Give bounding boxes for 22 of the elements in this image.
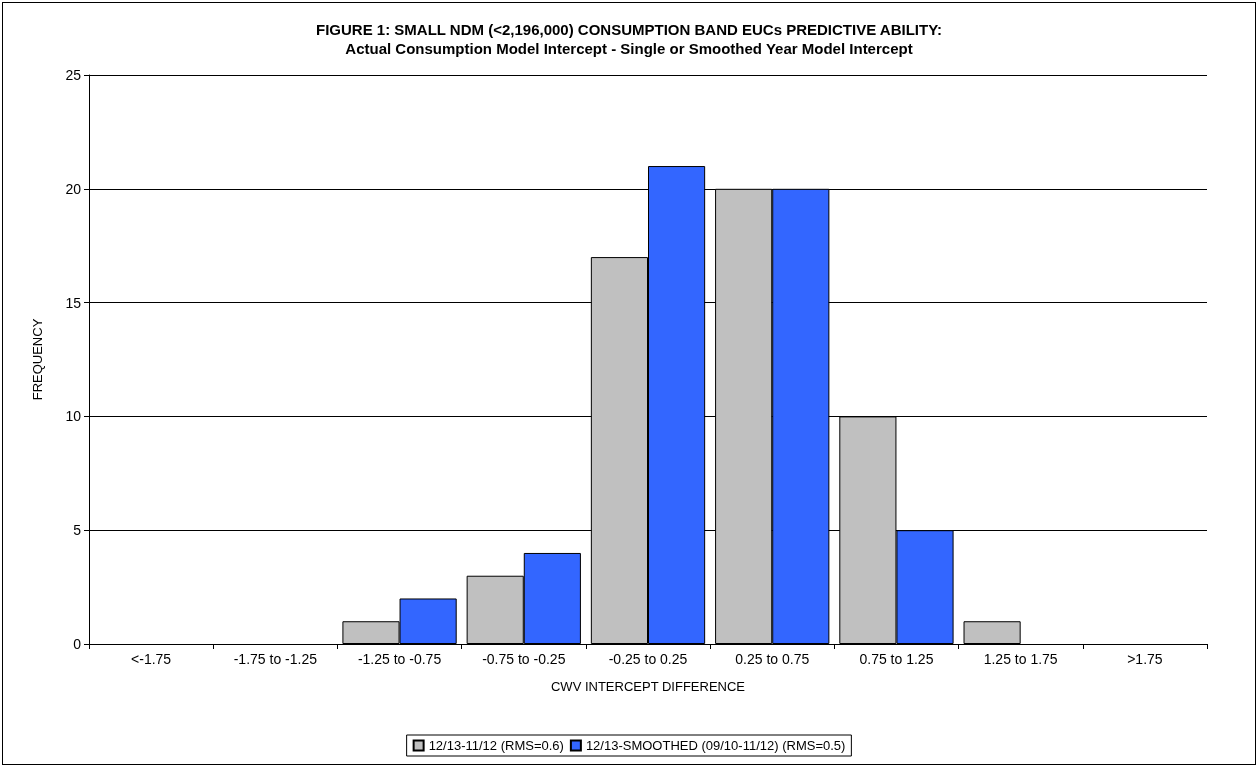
legend-label: 12/13-11/12 (RMS=0.6) [428, 738, 564, 753]
x-tick-label: -0.25 to 0.25 [608, 651, 688, 667]
x-tick-label: <-1.75 [131, 651, 172, 667]
legend-label: 12/13-SMOOTHED (09/10-11/12) (RMS=0.5) [585, 738, 846, 753]
bar [963, 621, 1021, 644]
y-tick-label: 10 [65, 408, 82, 425]
y-tick-label: 5 [73, 522, 82, 539]
x-tick-label: 0.75 to 1.25 [859, 651, 934, 667]
x-axis-title: CWV INTERCEPT DIFFERENCE [550, 679, 746, 694]
y-tick-label: 20 [65, 180, 82, 197]
x-tick-label: 0.25 to 0.75 [735, 651, 810, 667]
x-tick-label: 1.25 to 1.75 [983, 651, 1058, 667]
x-tick-label: >1.75 [1127, 651, 1163, 667]
y-axis-title: FREQUENCY [30, 318, 45, 401]
y-tick-label: 15 [65, 294, 82, 311]
x-tick-label: -0.75 to -0.25 [482, 651, 566, 667]
chart-subtitle: Actual Consumption Model Intercept - Single or Smoothed Year Model Intercept [345, 40, 913, 57]
chart-title: FIGURE 1: SMALL NDM (<2,196,000) CONSUMPTION BAND EUCs PREDICTIVE ABILITY: [315, 21, 943, 38]
y-tick-label: 0 [73, 636, 82, 652]
x-tick-label: -1.75 to -1.25 [233, 651, 318, 667]
y-tick-label: 25 [65, 67, 82, 83]
x-tick-label: -1.25 to -0.75 [357, 651, 442, 667]
